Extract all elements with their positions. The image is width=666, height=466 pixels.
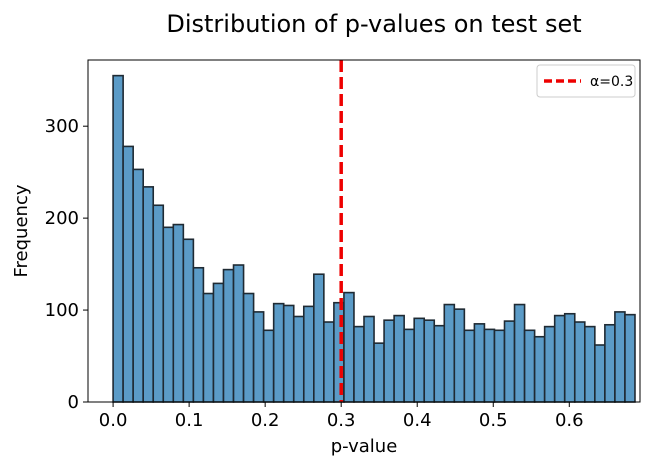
legend: α=0.3 — [536, 64, 636, 98]
y-tick-label: 300 — [45, 116, 79, 137]
histogram-bar — [553, 314, 566, 403]
histogram-bar — [302, 305, 315, 403]
histogram-bar — [413, 317, 426, 403]
histogram-bar — [192, 266, 205, 403]
histogram-bar — [353, 325, 365, 403]
legend-label-threshold: α=0.3 — [590, 74, 633, 90]
histogram-bar — [272, 302, 285, 403]
x-tick-label: 0.5 — [479, 410, 508, 431]
bars-group — [112, 74, 636, 403]
histogram-bar — [624, 313, 636, 403]
x-tick-label: 0.4 — [403, 410, 432, 431]
histogram-bar — [614, 311, 626, 403]
histogram-bar — [453, 308, 466, 403]
plot-frame — [87, 59, 641, 403]
histogram-bar — [604, 323, 616, 403]
y-tick-label: 0 — [68, 392, 79, 413]
histogram-bar — [543, 325, 556, 403]
histogram-bar — [423, 319, 436, 403]
histogram-bar — [383, 319, 395, 403]
histogram-bar — [403, 328, 415, 403]
histogram-bar — [222, 268, 235, 403]
x-axis-label: p-value — [331, 436, 398, 457]
histogram-bar — [262, 329, 275, 403]
histogram-bar — [202, 292, 215, 403]
histogram-bar — [523, 329, 536, 403]
histogram-bar — [112, 74, 124, 403]
y-axis-label: Frequency — [11, 184, 32, 277]
histogram-bar — [433, 324, 446, 403]
x-tick-label: 0.2 — [251, 410, 280, 431]
histogram-bar — [533, 335, 546, 403]
histogram-bar — [242, 292, 255, 403]
histogram-bar — [323, 321, 335, 403]
x-tick-label: 0.0 — [99, 410, 128, 431]
histogram-bar — [563, 312, 576, 403]
histogram-bar — [473, 323, 486, 403]
histogram-bar — [343, 291, 355, 403]
histogram-bar — [393, 314, 405, 403]
histogram-bar — [583, 325, 596, 403]
y-tick-label: 200 — [45, 208, 79, 229]
histogram-bar — [313, 273, 325, 403]
histogram-bar — [152, 204, 165, 403]
histogram-bar — [252, 311, 265, 403]
y-axis-ticks: 0 100 200 300 — [45, 116, 88, 413]
histogram-bar — [142, 186, 155, 403]
legend-box — [536, 64, 636, 98]
histogram-bar — [594, 344, 606, 403]
x-axis-ticks: 0.0 0.1 0.2 0.3 0.4 0.5 0.6 — [99, 402, 584, 431]
histogram-bar — [513, 303, 526, 403]
histogram-bar — [182, 238, 195, 403]
histogram-bar — [212, 282, 225, 403]
y-tick-label: 100 — [45, 300, 79, 321]
histogram-bar — [463, 329, 476, 403]
x-tick-label: 0.3 — [327, 410, 356, 431]
histogram-bar — [292, 315, 305, 403]
histogram-bar — [483, 328, 496, 403]
histogram-bar — [443, 303, 456, 403]
histogram-bar — [363, 315, 375, 403]
histogram-bar — [122, 145, 134, 403]
histogram-bar — [573, 321, 586, 403]
histogram-bar — [162, 226, 175, 403]
histogram-bar — [172, 223, 185, 403]
histogram-bar — [232, 264, 245, 403]
chart-title: Distribution of p-values on test set — [166, 10, 581, 38]
histogram-bar — [493, 329, 506, 403]
x-tick-label: 0.6 — [555, 410, 584, 431]
histogram-bar — [373, 342, 385, 403]
histogram-bar — [503, 320, 516, 403]
histogram-bar — [132, 168, 144, 403]
x-tick-label: 0.1 — [175, 410, 204, 431]
histogram-bar — [282, 304, 295, 403]
